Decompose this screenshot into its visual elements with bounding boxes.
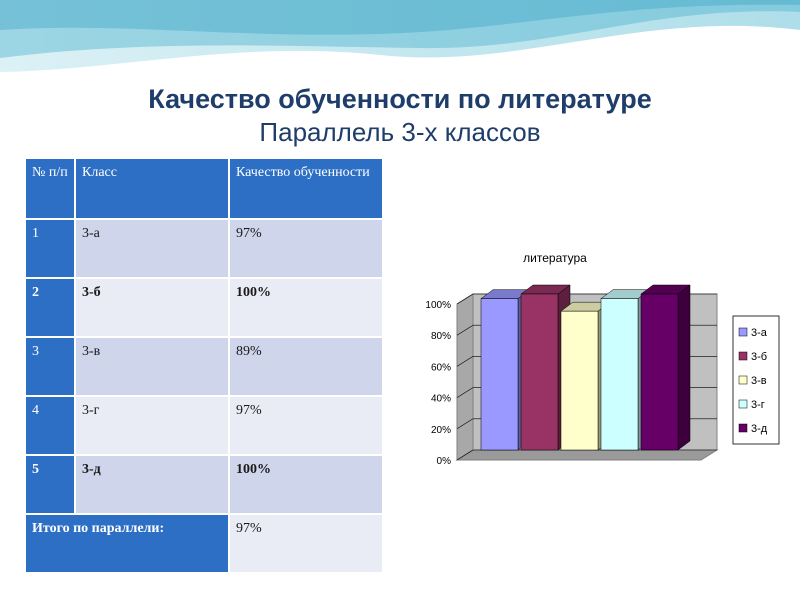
total-label: Итого по параллели: [24, 513, 230, 574]
row-quality: 97% [228, 218, 384, 279]
bar-3-а [480, 298, 519, 451]
bar-3-в [560, 310, 599, 451]
table-total-row: Итого по параллели: 97% [24, 513, 384, 574]
row-quality: 100% [228, 454, 384, 515]
table-row: 3 3-в 89% [24, 336, 384, 397]
table-row: 2 3-б 100% [24, 277, 384, 338]
y-tick-label: 60% [431, 362, 451, 373]
legend-swatch [738, 399, 748, 409]
row-quality: 89% [228, 336, 384, 397]
chart-title: литература [523, 251, 587, 265]
row-class: 3-а [74, 218, 230, 279]
legend-swatch [738, 375, 748, 385]
gridline-side [456, 324, 474, 336]
legend-swatch [738, 327, 748, 337]
y-tick-label: 20% [431, 425, 451, 436]
results-table: № п/п Класс Качество обученности 1 3-а 9… [24, 157, 384, 574]
gridline-side [456, 356, 474, 367]
decorative-waves [0, 0, 800, 72]
page-title: Качество обученности по литературе [148, 84, 652, 114]
row-class: 3-в [74, 336, 230, 397]
bar-chart: литература 0% 20% 40% 60% 80% 100% 3-а 3-б 3-в 3-… [425, 251, 780, 467]
table-row: 1 3-а 97% [24, 218, 384, 279]
row-quality: 97% [228, 395, 384, 456]
table-row: 5 3-д 100% [24, 454, 384, 515]
bar-3-д [640, 293, 679, 451]
gridline-side [456, 293, 474, 305]
row-class: 3-г [74, 395, 230, 456]
y-tick-label: 100% [425, 300, 451, 311]
gridline-side [456, 387, 474, 398]
y-tick-label: 40% [431, 394, 451, 405]
bar-3-б [520, 293, 559, 451]
chart-floor [455, 449, 719, 461]
row-class: 3-б [74, 277, 230, 338]
legend-label: 3-д [751, 423, 768, 435]
y-tick-label: 0% [437, 456, 452, 467]
chart-side-wall [456, 293, 474, 461]
row-number: 1 [24, 218, 76, 279]
row-number: 3 [24, 336, 76, 397]
legend-label: 3-г [751, 399, 765, 411]
bar-3-г [600, 298, 639, 451]
legend-label: 3-а [751, 327, 768, 339]
row-number: 4 [24, 395, 76, 456]
header-class: Класс [74, 157, 230, 220]
gridline-side [456, 449, 474, 461]
page-title-block: Качество обученности по литературе Парал… [0, 82, 800, 148]
legend-label: 3-б [751, 351, 767, 363]
table-row: 4 3-г 97% [24, 395, 384, 456]
page-subtitle: Параллель 3-х классов [259, 117, 541, 147]
legend-swatch [738, 423, 748, 433]
row-class: 3-д [74, 454, 230, 515]
bar-side-3-д [677, 284, 691, 451]
table-header-row: № п/п Класс Качество обученности [24, 157, 384, 220]
gridline-side [456, 418, 474, 430]
y-tick-label: 80% [431, 331, 451, 342]
header-quality: Качество обученности [228, 157, 384, 220]
row-quality: 100% [228, 277, 384, 338]
header-number: № п/п [24, 157, 76, 220]
legend-label: 3-в [751, 375, 767, 387]
row-number: 2 [24, 277, 76, 338]
row-number: 5 [24, 454, 76, 515]
total-value: 97% [228, 513, 384, 574]
legend-swatch [738, 351, 748, 361]
